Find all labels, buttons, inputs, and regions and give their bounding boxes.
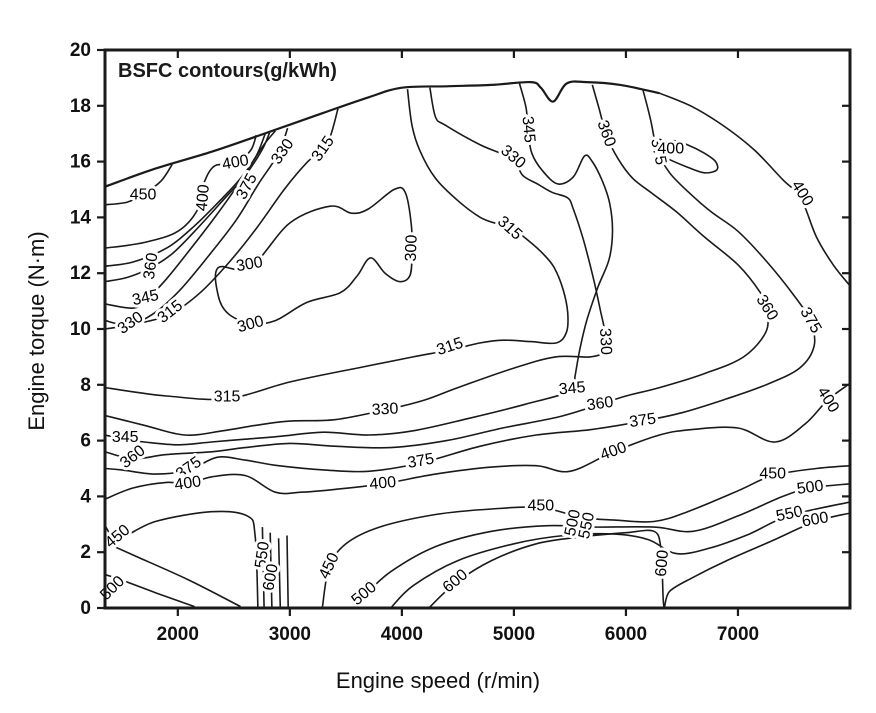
y-tick-label-8: 8: [80, 375, 91, 396]
contour-label-400: 400: [657, 140, 684, 157]
contour-label-360: 360: [117, 442, 149, 472]
contour-line-345: [105, 130, 276, 309]
contour-label-450: 450: [102, 521, 133, 551]
contour-line-400: [654, 139, 719, 174]
contour-line-360: [105, 131, 271, 283]
y-tick-label-14: 14: [70, 207, 92, 228]
contour-label-330: 330: [371, 400, 399, 418]
contour-label-330: 330: [115, 309, 147, 338]
contour-label-400: 400: [788, 178, 817, 210]
contour-line-330: [105, 87, 607, 436]
contour-line-315: [105, 108, 339, 330]
contour-label-315: 315: [494, 213, 525, 244]
contour-line-500: [354, 483, 850, 608]
tick-labels: 2000 3000 4000 5000 6000 7000 0 2 4 6 8 10 12 14 16 18 2…: [70, 40, 759, 645]
contour-line-330: [105, 127, 289, 326]
contour-label-300: 300: [403, 234, 421, 261]
contour-label-360: 360: [593, 118, 618, 149]
contour-label-345: 345: [558, 379, 586, 398]
contour-line-550: [105, 541, 241, 608]
contour-label-345: 345: [112, 429, 139, 446]
contour-label-500: 500: [97, 573, 128, 604]
x-tick-label-6000: 6000: [605, 624, 647, 645]
contour-line-600: [277, 538, 282, 608]
chart-title: BSFC contours(g/kWh): [118, 60, 337, 82]
contour-label-400: 400: [221, 152, 250, 173]
contour-line-500: [105, 573, 195, 608]
contour-line-550: [286, 535, 289, 608]
x-tick-label-4000: 4000: [381, 624, 423, 645]
contour-label-400: 400: [173, 473, 202, 494]
contour-label-345: 345: [519, 115, 538, 143]
contour-line-360: [105, 84, 769, 460]
contour-line-550: [261, 527, 265, 608]
y-tick-label-0: 0: [80, 598, 91, 619]
contour-label-450: 450: [527, 497, 554, 514]
contour-line-400: [105, 382, 850, 500]
contour-label-500: 500: [348, 579, 379, 609]
plot-border: [103, 48, 852, 610]
y-tick-label-20: 20: [70, 40, 91, 61]
contour-label-400: 400: [194, 184, 213, 212]
contour-label-450: 450: [759, 465, 786, 482]
y-axis-title: Engine torque (N·m): [24, 231, 49, 431]
y-tick-label-10: 10: [70, 319, 91, 340]
contour-label-300: 300: [235, 313, 265, 336]
contour-line-450: [105, 163, 173, 206]
contour-label-360: 360: [141, 252, 162, 281]
contour-label-600: 600: [801, 509, 830, 530]
contour-line-375: [105, 88, 816, 475]
contour-line-400: [105, 134, 257, 249]
max-torque-envelope: [105, 80, 660, 188]
contour-label-375: 375: [796, 305, 824, 337]
contour-label-600: 600: [653, 549, 672, 577]
contour-label-315: 315: [435, 335, 466, 359]
contour-line-400: [659, 92, 850, 287]
contour-label-450: 450: [130, 186, 157, 203]
y-tick-label-16: 16: [70, 152, 91, 173]
y-tick-label-2: 2: [80, 542, 91, 563]
contour-label-375: 375: [406, 451, 435, 472]
contour-label-360: 360: [586, 394, 615, 415]
y-tick-label-12: 12: [70, 263, 91, 284]
contour-line-550: [390, 501, 850, 608]
contour-label-500: 500: [796, 477, 825, 498]
y-tick-label-18: 18: [70, 96, 91, 117]
x-axis-title: Engine speed (r/min): [335, 668, 541, 693]
contour-label-315: 315: [214, 389, 241, 406]
contour-label-345: 345: [131, 287, 161, 309]
x-tick-label-3000: 3000: [269, 624, 311, 645]
contour-label-400: 400: [369, 474, 397, 493]
contour-label-330: 330: [596, 328, 614, 356]
x-tick-label-7000: 7000: [717, 624, 759, 645]
y-tick-label-4: 4: [80, 486, 91, 507]
x-tick-label-2000: 2000: [157, 624, 199, 645]
contour-line-600: [428, 512, 850, 608]
contour-line-600: [269, 532, 273, 608]
contour-label-375: 375: [628, 411, 657, 432]
contour-label-400: 400: [598, 439, 629, 464]
contour-label-360: 360: [752, 292, 781, 324]
contour-line-450: [321, 464, 850, 608]
contour-line-345: [105, 83, 614, 446]
contour-label-315: 315: [309, 133, 338, 165]
y-tick-label-6: 6: [80, 431, 91, 452]
contour-label-450: 450: [316, 550, 343, 581]
contour-lines: [105, 80, 850, 608]
contour-label-600: 600: [260, 563, 281, 592]
contour-label-330: 330: [497, 142, 528, 172]
axis-ticks: [97, 48, 850, 616]
contour-line-300: [214, 186, 413, 325]
contour-line-450: [105, 510, 259, 608]
contour-line-315: [105, 89, 569, 401]
contour-label-300: 300: [235, 254, 264, 275]
x-tick-label-5000: 5000: [493, 624, 535, 645]
